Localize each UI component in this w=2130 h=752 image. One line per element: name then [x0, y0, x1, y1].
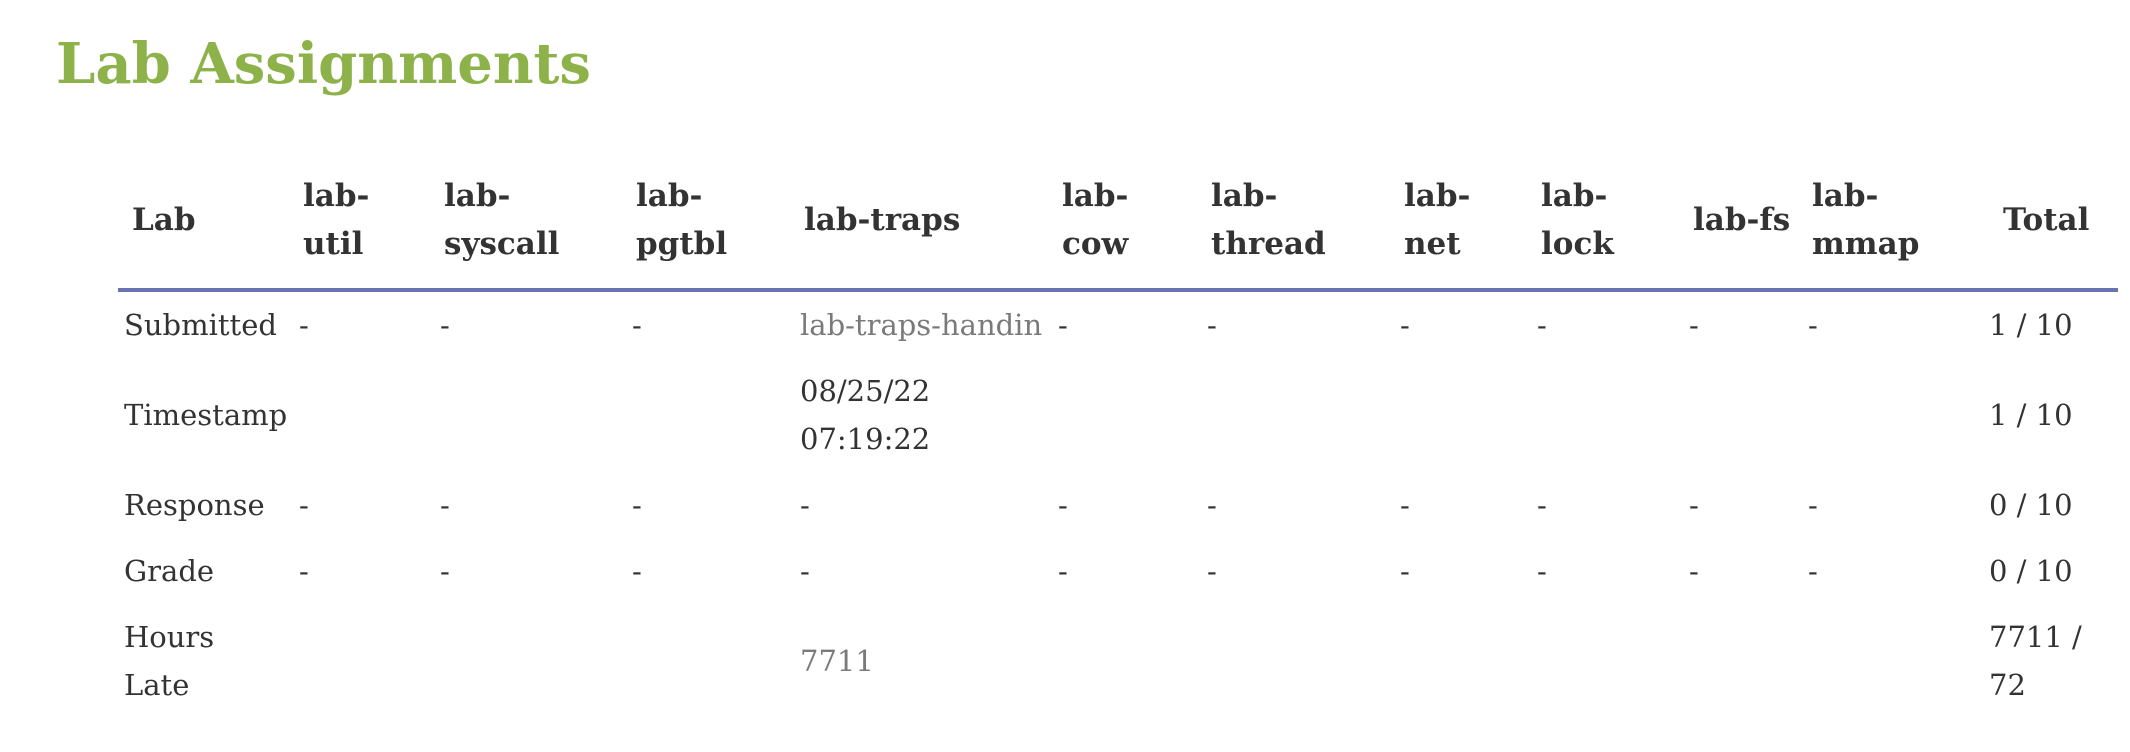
cell-timestamp-lab-fs [1683, 358, 1802, 472]
header-lab-fs: lab-fs [1683, 160, 1802, 292]
cell-submitted-lab-cow: - [1058, 308, 1068, 342]
header-lab-lock: lab-lock [1531, 160, 1683, 292]
cell-hours-late-lab-util [293, 604, 434, 718]
cell-submitted-lab-traps: lab-traps-handin [794, 290, 1052, 358]
cell-timestamp-lab-util [293, 358, 434, 472]
cell-response-lab-pgtbl: - [632, 488, 642, 522]
row-label-hours-late: Hours Late [124, 620, 215, 702]
row-label-timestamp: Timestamp [124, 398, 288, 432]
header-lab-net: lab-net [1394, 160, 1531, 292]
cell-hours-late-lab-pgtbl [626, 604, 794, 718]
cell-submitted-lab-util: - [299, 308, 309, 342]
cell-timestamp-lab-net [1394, 358, 1531, 472]
cell-grade-lab-pgtbl: - [632, 554, 642, 588]
header-lab-pgtbl: lab-pgtbl [626, 160, 794, 292]
cell-response-lab-mmap: - [1808, 488, 1818, 522]
table-row-submitted: Submitted - - - lab-traps-handin - - - -… [118, 290, 2118, 358]
header-lab-util: lab-util [293, 160, 434, 292]
cell-response-lab-cow: - [1058, 488, 1068, 522]
table-header: Lab lab-util lab-syscall lab-pgtbl lab-t… [118, 160, 2118, 292]
cell-hours-late-lab-traps: 7711 [800, 644, 874, 678]
table-row-response: Response - - - - - - - - - - 0 / 10 [118, 472, 2118, 538]
cell-hours-late-total: 7711 / 72 [1989, 620, 2082, 702]
cell-response-total: 0 / 10 [1989, 488, 2073, 522]
lab-grades-table: Lab lab-util lab-syscall lab-pgtbl lab-t… [118, 160, 2118, 718]
cell-submitted-lab-syscall: - [440, 308, 450, 342]
cell-timestamp-lab-thread [1201, 358, 1394, 472]
row-label-grade: Grade [124, 554, 215, 588]
row-label-submitted: Submitted [124, 308, 277, 342]
cell-hours-late-lab-fs [1683, 604, 1802, 718]
page-title: Lab Assignments [56, 31, 591, 97]
cell-submitted-lab-lock: - [1537, 308, 1547, 342]
cell-timestamp-total: 1 / 10 [1989, 398, 2073, 432]
table-row-hours-late: Hours Late 7711 7711 / 72 [118, 604, 2118, 718]
cell-hours-late-lab-thread [1201, 604, 1394, 718]
cell-timestamp-lab-traps: 08/25/22 07:19:22 [800, 374, 931, 456]
header-lab-syscall: lab-syscall [434, 160, 626, 292]
cell-grade-total: 0 / 10 [1989, 554, 2073, 588]
header-lab-mmap: lab-mmap [1802, 160, 1979, 292]
table-body: Submitted - - - lab-traps-handin - - - -… [118, 290, 2118, 718]
row-label-response: Response [124, 488, 265, 522]
cell-submitted-total: 1 / 10 [1989, 308, 2073, 342]
cell-timestamp-lab-pgtbl [626, 358, 794, 472]
cell-submitted-lab-pgtbl: - [632, 308, 642, 342]
cell-hours-late-lab-net [1394, 604, 1531, 718]
cell-timestamp-lab-cow [1052, 358, 1201, 472]
cell-grade-lab-thread: - [1207, 554, 1217, 588]
header-total: Total [1979, 160, 2118, 292]
header-lab-thread: lab-thread [1201, 160, 1394, 292]
cell-grade-lab-fs: - [1689, 554, 1699, 588]
cell-submitted-lab-net: - [1400, 308, 1410, 342]
cell-submitted-lab-fs: - [1689, 308, 1699, 342]
cell-timestamp-lab-mmap [1802, 358, 1979, 472]
table-row-timestamp: Timestamp 08/25/22 07:19:22 1 / 10 [118, 358, 2118, 472]
cell-hours-late-lab-lock [1531, 604, 1683, 718]
cell-hours-late-lab-syscall [434, 604, 626, 718]
cell-response-lab-syscall: - [440, 488, 450, 522]
cell-response-lab-thread: - [1207, 488, 1217, 522]
cell-timestamp-lab-lock [1531, 358, 1683, 472]
cell-grade-lab-lock: - [1537, 554, 1547, 588]
header-lab: Lab [118, 160, 293, 292]
cell-grade-lab-mmap: - [1808, 554, 1818, 588]
handin-link[interactable]: lab-traps-handin [800, 308, 1043, 342]
cell-grade-lab-syscall: - [440, 554, 450, 588]
cell-submitted-lab-thread: - [1207, 308, 1217, 342]
header-lab-cow: lab-cow [1052, 160, 1201, 292]
cell-response-lab-net: - [1400, 488, 1410, 522]
cell-grade-lab-net: - [1400, 554, 1410, 588]
cell-submitted-lab-mmap: - [1808, 308, 1818, 342]
table-row-grade: Grade - - - - - - - - - - 0 / 10 [118, 538, 2118, 604]
cell-response-lab-lock: - [1537, 488, 1547, 522]
cell-grade-lab-cow: - [1058, 554, 1068, 588]
cell-response-lab-traps: - [800, 488, 810, 522]
cell-hours-late-lab-mmap [1802, 604, 1979, 718]
cell-hours-late-lab-cow [1052, 604, 1201, 718]
header-lab-traps: lab-traps [794, 160, 1052, 292]
header-row: Lab lab-util lab-syscall lab-pgtbl lab-t… [118, 160, 2118, 292]
cell-response-lab-fs: - [1689, 488, 1699, 522]
cell-grade-lab-traps: - [800, 554, 810, 588]
cell-grade-lab-util: - [299, 554, 309, 588]
cell-timestamp-lab-syscall [434, 358, 626, 472]
cell-response-lab-util: - [299, 488, 309, 522]
